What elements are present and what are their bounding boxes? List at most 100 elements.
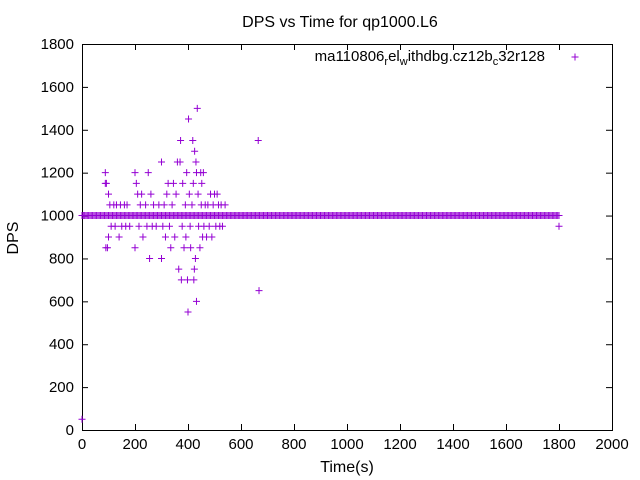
x-tick-label: 1000 (330, 436, 363, 453)
data-point (177, 276, 185, 284)
data-point (103, 244, 111, 252)
y-tick-label: 1000 (41, 208, 74, 225)
data-point (185, 115, 193, 123)
legend-marker-symbol (571, 53, 579, 61)
data-point (192, 297, 200, 305)
y-tick-label: 800 (49, 250, 74, 267)
data-point (135, 222, 143, 230)
data-point (189, 137, 197, 144)
data-point (123, 201, 131, 209)
data-point (196, 244, 204, 252)
data-point (158, 158, 165, 166)
data-point (555, 222, 563, 230)
x-tick-label: 2000 (595, 436, 628, 453)
x-axis-label: Time(s) (320, 459, 374, 476)
data-point (132, 179, 140, 187)
axis-ticks (82, 44, 613, 431)
data-point (176, 158, 184, 166)
x-tick-label: 1400 (436, 436, 469, 453)
x-tick-labels: 0 200 400 600 800 1000 1200 1400 1600 1800 2000 (78, 436, 629, 453)
data-point (188, 201, 196, 209)
x-tick-label: 1800 (542, 436, 575, 453)
y-axis-label: DPS (5, 222, 22, 255)
data-point (78, 415, 86, 423)
data-point (189, 179, 197, 187)
data-point (131, 169, 139, 177)
data-point (178, 222, 186, 230)
data-point (126, 222, 134, 230)
data-point (184, 308, 192, 316)
y-tick-label: 1400 (41, 122, 74, 139)
data-points (78, 104, 563, 423)
y-tick-label: 600 (49, 293, 74, 310)
data-point (190, 276, 198, 284)
data-point (139, 233, 147, 241)
data-point (179, 179, 187, 187)
data-point (186, 222, 194, 230)
data-point (208, 233, 216, 241)
data-point (101, 169, 109, 177)
data-point (221, 201, 229, 209)
data-point (165, 222, 173, 230)
data-point (183, 169, 191, 177)
data-point (163, 190, 171, 198)
data-point (159, 222, 167, 230)
data-point (185, 190, 193, 198)
data-point (255, 287, 263, 295)
data-point (191, 254, 199, 262)
data-point (254, 137, 262, 144)
x-tick-label: 400 (175, 436, 200, 453)
x-tick-label: 600 (228, 436, 253, 453)
y-tick-label: 200 (49, 379, 74, 396)
data-point (161, 233, 169, 241)
x-tick-label: 800 (281, 436, 306, 453)
data-point (152, 222, 160, 230)
data-point (213, 190, 221, 198)
data-point (167, 244, 175, 252)
data-point (191, 147, 199, 155)
data-point (194, 190, 202, 198)
legend-entry-label: ma110806relwithdbg.cz12bc32r128 (315, 48, 545, 68)
data-point (193, 104, 201, 112)
data-point (190, 265, 198, 273)
data-point (177, 137, 185, 144)
data-point (175, 265, 183, 273)
data-point (168, 201, 176, 209)
data-point (183, 276, 191, 284)
data-point (111, 222, 119, 230)
data-point (131, 244, 139, 252)
data-point (205, 222, 213, 230)
y-tick-label: 1800 (41, 36, 74, 53)
data-point (138, 190, 146, 198)
y-tick-label: 0 (66, 422, 74, 439)
data-point (142, 201, 150, 209)
data-point (105, 233, 112, 241)
data-point (555, 212, 563, 220)
data-point (199, 169, 207, 177)
data-point (171, 233, 179, 241)
y-tick-label: 400 (49, 336, 74, 353)
x-tick-label: 0 (78, 436, 86, 453)
data-point (160, 201, 168, 209)
x-tick-label: 1600 (489, 436, 522, 453)
data-point (192, 158, 200, 166)
data-point (158, 254, 165, 262)
legend-marker (571, 53, 579, 61)
data-point (218, 222, 226, 230)
data-point (182, 233, 190, 241)
data-point (144, 169, 152, 177)
data-point (146, 254, 154, 262)
data-point (147, 190, 155, 198)
data-point (187, 244, 195, 252)
y-tick-labels: 0 200 400 600 800 1000 1200 1400 1600 1800 (41, 36, 74, 439)
data-point (169, 179, 177, 187)
data-point (180, 244, 188, 252)
chart-title: DPS vs Time for qp1000.L6 (242, 14, 438, 31)
x-tick-label: 200 (122, 436, 147, 453)
data-point (181, 201, 189, 209)
legend: ma110806relwithdbg.cz12bc32r128 (315, 48, 579, 68)
y-tick-label: 1600 (41, 79, 74, 96)
data-point (105, 190, 112, 198)
